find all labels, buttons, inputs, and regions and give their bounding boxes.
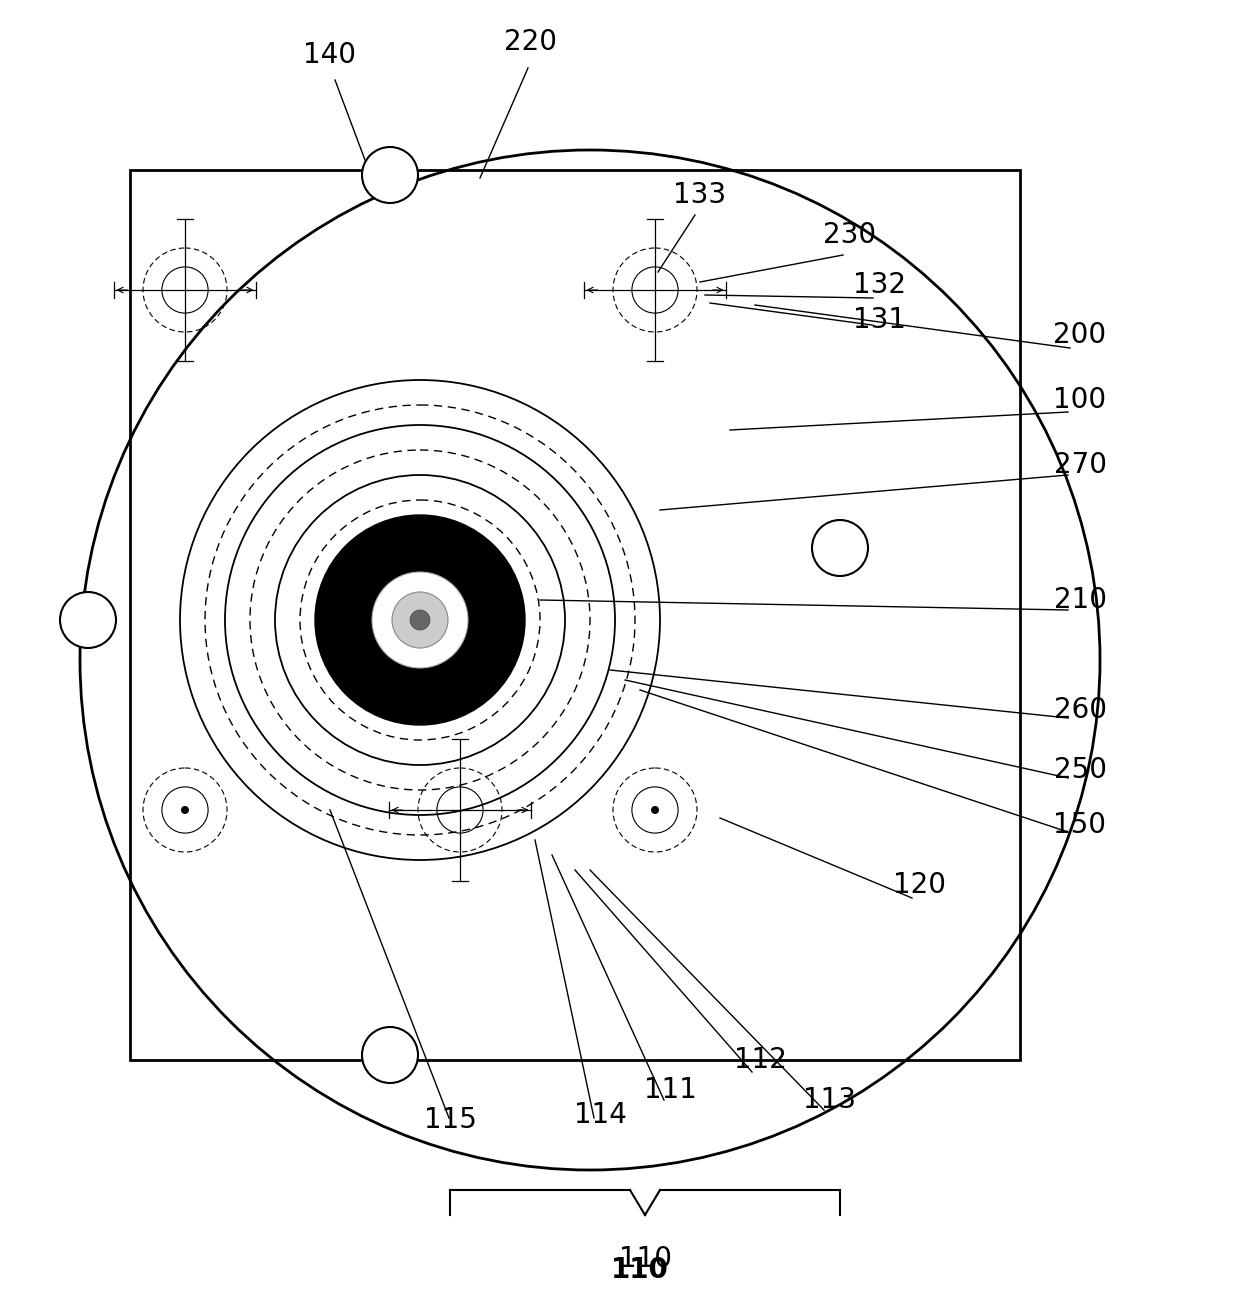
Circle shape	[315, 515, 525, 724]
Text: 131: 131	[853, 307, 906, 334]
Circle shape	[181, 806, 188, 814]
Text: 112: 112	[734, 1045, 786, 1074]
Text: 111: 111	[644, 1076, 697, 1104]
Circle shape	[372, 572, 467, 668]
Text: 100: 100	[1054, 386, 1106, 414]
Text: 200: 200	[1054, 321, 1106, 348]
Circle shape	[651, 806, 658, 814]
Text: 114: 114	[574, 1100, 626, 1129]
Text: 132: 132	[853, 271, 906, 299]
Bar	[130, 170, 1021, 1060]
Text: 220: 220	[503, 28, 557, 56]
Circle shape	[60, 592, 117, 648]
Circle shape	[362, 147, 418, 203]
Text: 110: 110	[619, 1244, 672, 1273]
Text: 250: 250	[1054, 756, 1106, 783]
Text: 110: 110	[611, 1256, 668, 1284]
Text: 133: 133	[673, 181, 727, 210]
Text: 230: 230	[823, 221, 877, 249]
Text: 270: 270	[1054, 451, 1106, 479]
Text: 260: 260	[1054, 696, 1106, 724]
Text: 210: 210	[1054, 586, 1106, 614]
Circle shape	[410, 610, 430, 630]
Text: 113: 113	[804, 1086, 857, 1114]
Text: 115: 115	[424, 1106, 476, 1134]
Circle shape	[812, 520, 868, 576]
Text: 150: 150	[1054, 811, 1106, 838]
Circle shape	[392, 592, 448, 648]
Text: 120: 120	[894, 871, 946, 899]
Circle shape	[362, 1027, 418, 1083]
Text: 140: 140	[304, 41, 357, 69]
